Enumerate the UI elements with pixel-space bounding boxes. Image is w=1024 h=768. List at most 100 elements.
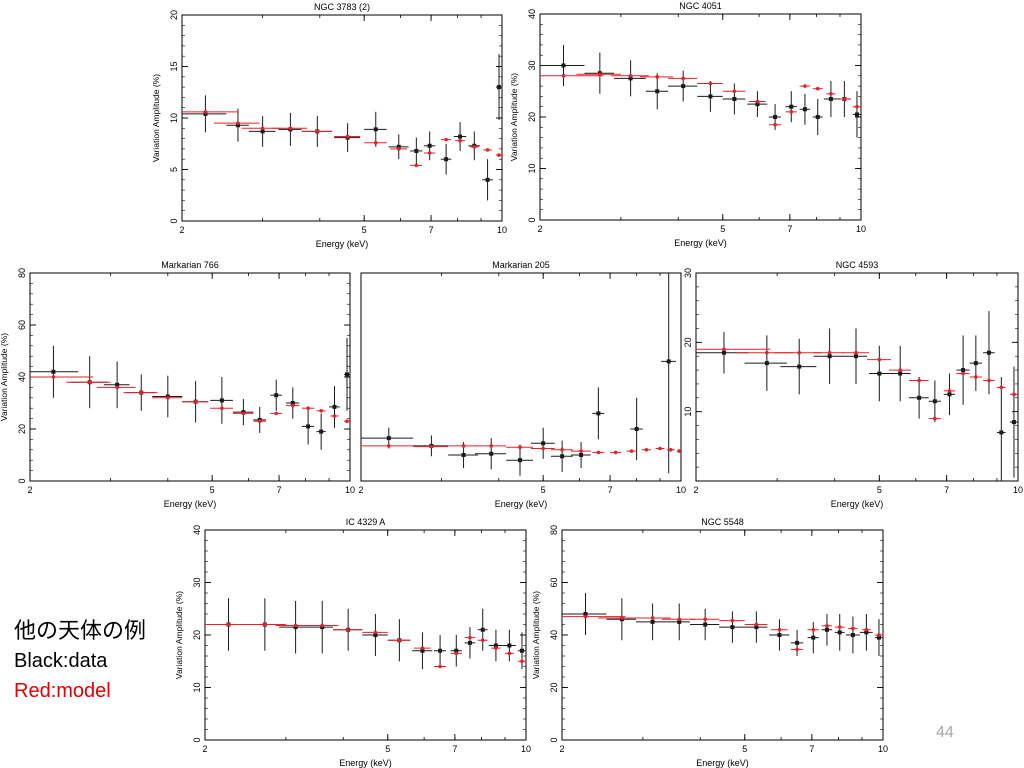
model-point: [461, 444, 466, 448]
data-point: [274, 393, 279, 398]
y-tick-label: 20: [192, 630, 202, 640]
model-point: [257, 419, 262, 424]
data-point: [802, 107, 807, 112]
x-tick-label: 10: [676, 485, 686, 495]
legend-data-label: Black:data: [14, 650, 108, 672]
data-point: [480, 627, 485, 632]
x-tick-label: 2: [693, 485, 698, 495]
x-axis-label: Energy (keV): [831, 499, 884, 509]
model-point: [458, 138, 462, 143]
data-point: [489, 451, 494, 456]
x-tick-label: 7: [809, 744, 814, 754]
model-point: [560, 448, 564, 452]
chart-panel-4: Markarian 205 Energy (keV) 2 5 7 10: [358, 260, 686, 509]
data-point: [561, 63, 566, 68]
model-point: [854, 350, 858, 355]
data-point: [260, 129, 265, 134]
data-point: [219, 398, 224, 403]
x-tick-label: 2: [537, 224, 542, 234]
x-tick-label: 5: [742, 744, 747, 754]
data-point: [319, 429, 324, 434]
data-point: [560, 454, 565, 459]
x-tick-label: 10: [1013, 485, 1023, 495]
x-tick-label: 2: [202, 744, 207, 754]
x-tick-label: 2: [179, 225, 184, 235]
data-point: [579, 453, 584, 457]
x-tick-label: 7: [944, 485, 949, 495]
y-axis-label: Variation Amplitude (%): [531, 591, 541, 679]
model-point: [583, 614, 588, 619]
chart-title: NGC 3783 (2): [314, 2, 370, 12]
model-point: [795, 647, 799, 652]
model-point: [732, 89, 737, 94]
model-point: [220, 406, 224, 411]
x-tick-label: 7: [608, 485, 613, 495]
model-point: [803, 84, 807, 88]
model-point: [877, 633, 881, 637]
y-tick-label: 10: [683, 407, 693, 417]
model-point: [898, 368, 903, 372]
model-point: [620, 616, 624, 620]
model-point: [51, 375, 56, 379]
model-point: [226, 622, 231, 627]
model-point: [468, 635, 472, 640]
data-point: [386, 436, 391, 441]
model-point: [797, 350, 801, 355]
y-tick-label: 20: [527, 112, 537, 122]
model-point: [236, 121, 240, 125]
model-point: [373, 140, 378, 145]
data-point: [986, 350, 991, 355]
y-tick-label: 15: [169, 61, 179, 71]
data-point: [1011, 420, 1016, 425]
legend-box: 他の天体の例 Black:data Red:model: [14, 618, 194, 706]
model-point: [427, 151, 432, 155]
x-tick-label: 10: [856, 224, 866, 234]
legend-heading: 他の天体の例: [14, 619, 147, 644]
chart-panel-1: NGC 3783 (2) Energy (keV) Variation Amplit…: [151, 2, 507, 249]
model-point: [730, 618, 735, 623]
chart-title: NGC 4051: [679, 1, 722, 11]
chart-title: Markarian 205: [492, 260, 550, 270]
data-point: [854, 112, 859, 117]
y-tick-label: 40: [192, 525, 202, 535]
model-point: [241, 411, 246, 416]
data-point: [454, 648, 459, 653]
data-point: [973, 361, 978, 366]
y-axis-label: Variation Amplitude (%): [509, 73, 519, 161]
data-point: [932, 399, 937, 404]
model-point: [507, 651, 512, 656]
data-point: [485, 177, 490, 182]
data-point: [583, 612, 588, 616]
data-point: [854, 354, 859, 359]
y-tick-label: 40: [17, 372, 27, 382]
model-point: [829, 92, 833, 96]
data-point: [655, 89, 660, 94]
model-point: [87, 380, 92, 385]
data-point: [824, 627, 829, 632]
data-point: [444, 157, 449, 162]
data-point: [650, 619, 655, 624]
y-tick-label: 0: [527, 217, 537, 222]
chart-title: IC 4329 A: [346, 517, 386, 527]
y-tick-label: 80: [17, 268, 27, 278]
model-point: [291, 403, 295, 408]
model-point: [480, 638, 485, 643]
chart-title: NGC 4593: [836, 260, 879, 270]
model-point: [260, 126, 265, 131]
data-point: [115, 382, 120, 387]
x-tick-label: 7: [787, 224, 792, 234]
model-point: [166, 396, 170, 400]
data-point: [496, 85, 501, 90]
y-tick-label: 0: [17, 478, 27, 483]
model-point: [414, 163, 419, 168]
data-point: [754, 625, 759, 630]
model-point: [677, 449, 681, 453]
chart-title: Markarian 766: [161, 260, 219, 270]
data-point: [732, 96, 737, 101]
page-number: 44: [936, 724, 954, 741]
model-point: [320, 623, 325, 628]
model-point: [489, 444, 494, 448]
data-point: [815, 115, 820, 119]
model-point: [306, 406, 310, 411]
x-tick-label: 7: [452, 744, 457, 754]
